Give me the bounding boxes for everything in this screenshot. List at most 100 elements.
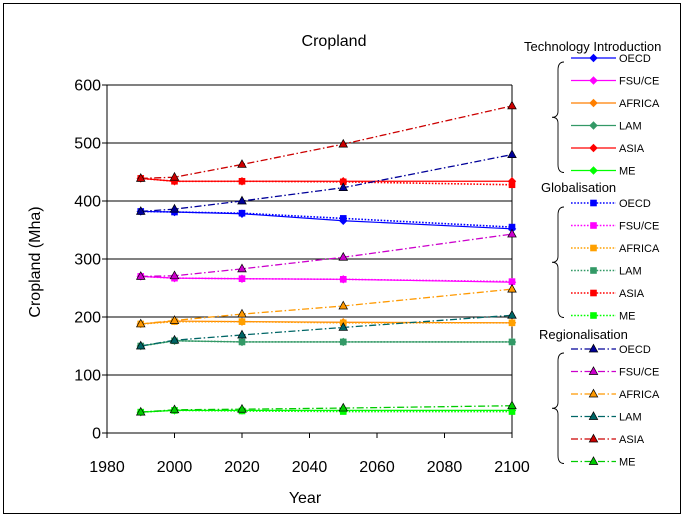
legend-label: OECD bbox=[619, 53, 651, 65]
legend-entry: FSU/CE bbox=[571, 221, 659, 233]
legend-entry: ME bbox=[571, 166, 636, 178]
legend-label: AFRICA bbox=[619, 243, 660, 255]
legend-entry: LAM bbox=[571, 121, 642, 133]
legend-entry: LAM bbox=[571, 411, 642, 424]
legend-entry: OECD bbox=[571, 53, 651, 65]
legend-brace bbox=[551, 61, 565, 173]
series bbox=[135, 100, 517, 182]
legend-entry: OECD bbox=[571, 343, 651, 356]
data-point bbox=[135, 318, 146, 328]
legend-group-title: Regionalisation bbox=[539, 327, 628, 342]
data-point bbox=[238, 338, 246, 346]
legend-label: ASIA bbox=[619, 434, 645, 446]
x-tick-label: 2020 bbox=[224, 459, 260, 476]
x-tick-label: 2000 bbox=[157, 459, 193, 476]
data-point bbox=[169, 404, 180, 414]
data-point bbox=[135, 406, 146, 416]
x-tick-label: 2100 bbox=[494, 459, 530, 476]
chart-title: Cropland bbox=[302, 33, 367, 50]
data-point bbox=[507, 309, 517, 319]
legend-entry: ASIA bbox=[571, 288, 645, 300]
data-point bbox=[508, 278, 516, 285]
legend-group: Regionalisation OECD FSU/CE AFRICA LAM ASIA ME bbox=[539, 327, 660, 469]
legend-label: OECD bbox=[619, 198, 651, 210]
data-point bbox=[507, 400, 517, 410]
data-point bbox=[169, 203, 180, 213]
y-tick-label: 500 bbox=[74, 136, 101, 153]
y-axis-title: Cropland (Mha) bbox=[27, 206, 44, 317]
legend-label: ASIA bbox=[619, 288, 645, 300]
legend-entry: ME bbox=[571, 311, 636, 323]
data-point bbox=[169, 315, 180, 324]
legend-entry: AFRICA bbox=[571, 388, 660, 401]
data-point bbox=[169, 270, 180, 280]
legend-label: AFRICA bbox=[619, 98, 660, 110]
series-line bbox=[140, 314, 513, 347]
data-point bbox=[237, 308, 247, 318]
data-point bbox=[338, 322, 349, 331]
y-tick-label: 100 bbox=[74, 368, 101, 385]
data-point bbox=[169, 171, 180, 181]
legend-brace bbox=[551, 206, 565, 318]
series-line bbox=[140, 409, 512, 413]
data-point bbox=[238, 318, 246, 325]
series bbox=[135, 283, 517, 328]
legend-entry: AFRICA bbox=[571, 243, 660, 255]
series-line bbox=[140, 339, 512, 347]
legend-entry: FSU/CE bbox=[571, 76, 659, 88]
legend-entry: ASIA bbox=[571, 143, 645, 155]
legend-label: ME bbox=[619, 311, 636, 323]
series bbox=[135, 149, 517, 215]
legend-marker bbox=[590, 244, 597, 252]
x-axis-title: Year bbox=[289, 490, 322, 507]
series-line bbox=[140, 320, 512, 325]
legend-label: LAM bbox=[619, 121, 642, 133]
data-point bbox=[338, 251, 349, 261]
series-line bbox=[140, 177, 513, 186]
legend-marker bbox=[589, 53, 598, 63]
data-point bbox=[135, 173, 146, 182]
data-point bbox=[508, 338, 516, 346]
data-point bbox=[338, 300, 349, 310]
legend: Technology IntroductionOECDFSU/CEAFRICAL… bbox=[524, 39, 661, 469]
legend-group-title: Technology Introduction bbox=[524, 39, 661, 54]
plot-area: 0 100 200 300 400 500 600 1980 2000 2020 2040 2060 2… bbox=[74, 78, 530, 477]
legend-entry: FSU/CE bbox=[571, 366, 659, 379]
series-line bbox=[140, 233, 513, 278]
y-tick-label: 200 bbox=[74, 310, 101, 327]
data-point bbox=[508, 319, 516, 327]
legend-entry: ME bbox=[571, 456, 636, 469]
legend-brace bbox=[551, 352, 565, 464]
data-point bbox=[507, 100, 517, 110]
data-point bbox=[237, 159, 247, 168]
series-line bbox=[140, 288, 513, 325]
series bbox=[135, 228, 517, 280]
data-point bbox=[507, 283, 517, 293]
series bbox=[135, 309, 517, 350]
legend-marker bbox=[588, 433, 599, 443]
series bbox=[135, 400, 517, 416]
legend-label: ASIA bbox=[619, 143, 645, 155]
legend-marker bbox=[589, 121, 598, 130]
legend-label: FSU/CE bbox=[619, 221, 659, 233]
data-point bbox=[135, 271, 146, 280]
y-tick-label: 300 bbox=[74, 252, 101, 269]
legend-marker bbox=[588, 411, 599, 420]
series-line bbox=[140, 153, 513, 213]
legend-marker bbox=[588, 366, 599, 375]
legend-label: ME bbox=[619, 166, 636, 178]
data-point bbox=[238, 275, 246, 283]
data-point bbox=[338, 138, 349, 148]
legend-label: ME bbox=[619, 457, 636, 469]
y-tick-label: 600 bbox=[74, 78, 101, 95]
legend-marker bbox=[590, 289, 597, 297]
legend-label: LAM bbox=[619, 266, 642, 278]
legend-marker bbox=[590, 312, 597, 319]
legend-entry: ASIA bbox=[571, 433, 645, 446]
data-point bbox=[237, 403, 247, 413]
legend-label: AFRICA bbox=[619, 389, 660, 401]
x-tick-label: 2060 bbox=[359, 459, 395, 476]
legend-marker bbox=[588, 456, 599, 465]
legend-marker bbox=[590, 267, 597, 274]
data-point bbox=[339, 215, 347, 222]
